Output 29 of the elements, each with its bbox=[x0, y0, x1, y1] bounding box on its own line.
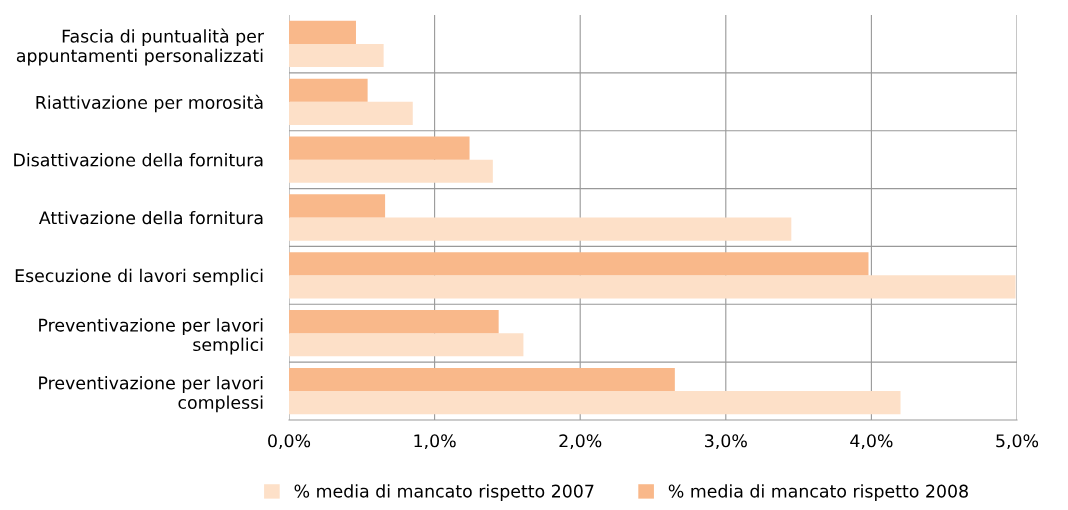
legend-label: % media di mancato rispetto 2007 bbox=[294, 484, 594, 502]
x-tick-label: 4,0% bbox=[850, 434, 893, 450]
bar bbox=[289, 194, 386, 218]
bar bbox=[289, 101, 413, 125]
y-tick-label: Preventivazione per lavori semplici bbox=[39, 318, 263, 355]
x-tick-label: 3,0% bbox=[705, 434, 747, 450]
bar bbox=[289, 367, 675, 392]
bar bbox=[289, 159, 493, 183]
x-tick-label: 5,0% bbox=[996, 434, 1039, 450]
x-tick-label: 0,0% bbox=[268, 434, 311, 450]
y-tick-label: Disattivazione della fornitura bbox=[14, 153, 263, 167]
bar bbox=[289, 391, 901, 415]
bar bbox=[289, 333, 524, 357]
x-tick-label: 1,0% bbox=[414, 434, 456, 450]
y-tick-label: Attivazione della fornitura bbox=[38, 210, 263, 225]
legend-label: % media di mancato rispetto 2008 bbox=[668, 484, 968, 502]
bar bbox=[289, 310, 499, 334]
y-tick-label: Riattivazione per morosità bbox=[36, 94, 263, 113]
bar bbox=[289, 78, 368, 102]
bar bbox=[289, 43, 384, 68]
y-tick-label: Fascia di puntualità per appuntamenti personalizzati bbox=[16, 28, 264, 66]
y-tick-label: Preventivazione per lavori complessi bbox=[39, 376, 263, 413]
bar bbox=[289, 217, 792, 241]
bar bbox=[289, 20, 356, 44]
bar bbox=[289, 275, 1016, 299]
bar bbox=[289, 252, 869, 276]
bar bbox=[289, 136, 470, 160]
x-tick-label: 2,0% bbox=[559, 434, 602, 450]
y-tick-label: Esecuzione di lavori semplici bbox=[15, 268, 263, 286]
